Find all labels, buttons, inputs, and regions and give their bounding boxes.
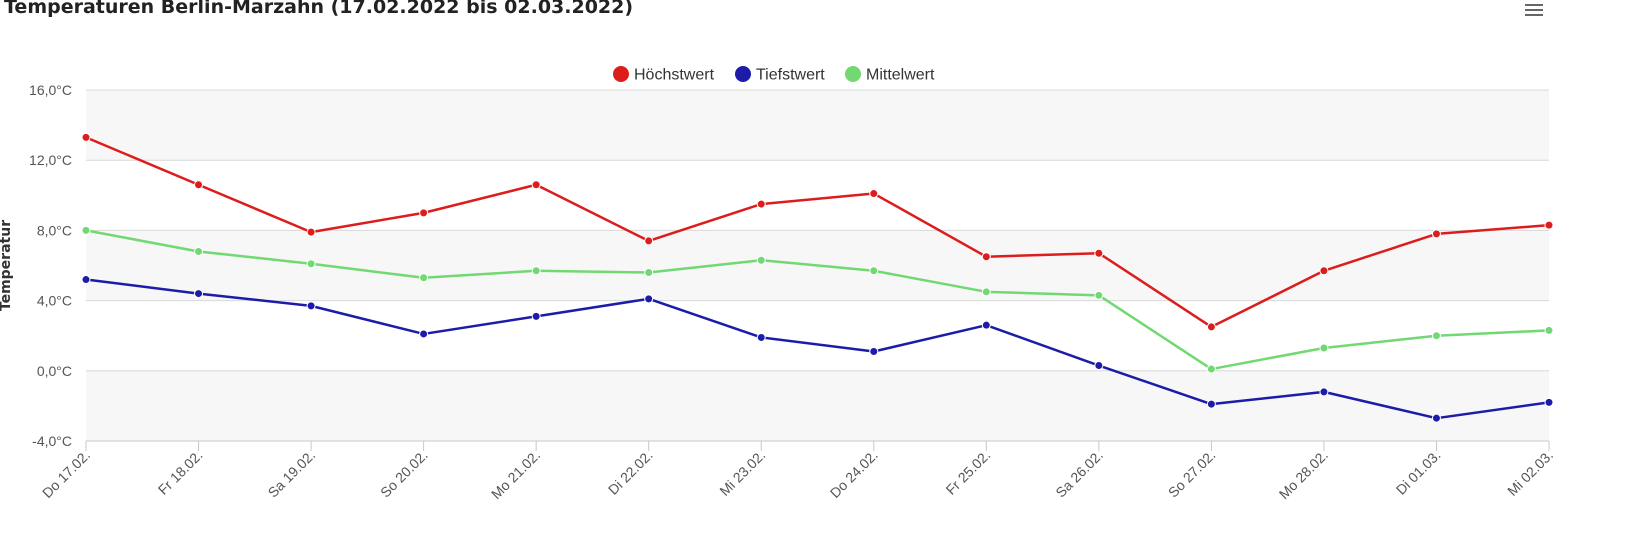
data-point xyxy=(306,259,316,269)
x-tick-label: Sa 26.02. xyxy=(1052,447,1106,501)
data-point xyxy=(1431,229,1441,239)
x-tick-label: Fr 25.02. xyxy=(942,447,993,498)
data-point xyxy=(1206,399,1216,409)
data-point xyxy=(531,266,541,276)
data-point xyxy=(1544,397,1554,407)
data-point xyxy=(756,255,766,265)
x-axis: Do 17.02. Fr 18.02. Sa 19.02. So 20.02. Mo 2… xyxy=(39,440,1556,502)
x-tick-label: So 20.02. xyxy=(377,447,431,501)
data-point xyxy=(644,236,654,246)
data-point xyxy=(1544,220,1554,230)
x-tick-label: Do 17.02. xyxy=(39,447,93,501)
data-point xyxy=(869,189,879,199)
x-tick-label: Sa 19.02. xyxy=(265,447,319,501)
y-axis-title: Temperatur xyxy=(0,220,14,311)
x-tick-label: Mo 28.02. xyxy=(1276,447,1331,502)
data-point xyxy=(81,225,91,235)
data-point xyxy=(81,275,91,285)
data-point xyxy=(1206,364,1216,374)
data-point xyxy=(1319,343,1329,353)
data-point xyxy=(1094,290,1104,300)
data-point xyxy=(194,289,204,299)
y-tick-label: 4,0°C xyxy=(37,293,72,309)
series-line xyxy=(84,229,1551,371)
legend-item[interactable]: Mittelwert xyxy=(845,66,935,84)
y-tick-label: 12,0°C xyxy=(29,152,72,168)
series-line xyxy=(84,136,1551,329)
x-tick-label: So 27.02. xyxy=(1165,447,1219,501)
legend-item[interactable]: Tiefstwert xyxy=(735,66,825,84)
data-point xyxy=(644,268,654,278)
data-point xyxy=(981,320,991,330)
data-point xyxy=(419,208,429,218)
x-tick-label: Di 01.03. xyxy=(1393,447,1444,498)
data-point xyxy=(1206,322,1216,332)
data-point xyxy=(531,311,541,321)
x-tick-label: Do 24.02. xyxy=(827,447,881,501)
data-point xyxy=(419,273,429,283)
y-tick-label: 0,0°C xyxy=(37,363,72,379)
series-lines xyxy=(81,132,1554,423)
y-tick-label: -4,0°C xyxy=(32,433,72,449)
data-point xyxy=(644,294,654,304)
data-point xyxy=(306,301,316,311)
series-line xyxy=(84,278,1551,420)
x-tick-label: Mo 21.02. xyxy=(488,447,543,502)
legend-item[interactable]: Höchstwert xyxy=(613,66,715,84)
series-Höchstwert xyxy=(81,132,1554,332)
plot-band xyxy=(86,90,1549,161)
data-point xyxy=(1319,266,1329,276)
data-point xyxy=(981,252,991,262)
data-point xyxy=(194,180,204,190)
y-axis: -4,0°C 0,0°C 4,0°C 8,0°C 12,0°C 16,0°C Tempera… xyxy=(0,82,72,449)
data-point xyxy=(869,346,879,356)
data-point xyxy=(1544,325,1554,335)
data-point xyxy=(1094,361,1104,371)
data-point xyxy=(81,132,91,142)
data-point xyxy=(194,246,204,256)
data-point xyxy=(1319,387,1329,397)
data-point xyxy=(981,287,991,297)
series-Mittelwert xyxy=(81,225,1554,374)
x-tick-label: Mi 02.03. xyxy=(1504,447,1556,499)
plot-band xyxy=(86,370,1549,441)
legend-marker xyxy=(613,66,629,82)
data-point xyxy=(756,332,766,342)
data-point xyxy=(531,180,541,190)
data-point xyxy=(869,266,879,276)
data-point xyxy=(306,227,316,237)
legend-marker xyxy=(735,66,751,82)
x-tick-label: Fr 18.02. xyxy=(155,447,206,498)
legend-label: Tiefstwert xyxy=(756,67,825,84)
legend-label: Höchstwert xyxy=(634,67,715,84)
data-point xyxy=(1431,413,1441,423)
y-tick-label: 8,0°C xyxy=(37,222,72,238)
x-tick-label: Mi 23.02. xyxy=(716,447,768,499)
legend: Höchstwert Tiefstwert Mittelwert xyxy=(613,66,935,84)
hamburger-menu-icon[interactable] xyxy=(1522,1,1546,21)
y-tick-label: 16,0°C xyxy=(29,82,72,98)
chart-title: Temperaturen Berlin-Marzahn (17.02.2022 … xyxy=(4,0,634,18)
x-tick-label: Di 22.02. xyxy=(605,447,656,498)
legend-marker xyxy=(845,66,861,82)
series-Tiefstwert xyxy=(81,275,1554,423)
data-point xyxy=(1431,331,1441,341)
data-point xyxy=(756,199,766,209)
legend-label: Mittelwert xyxy=(866,67,935,84)
data-point xyxy=(1094,248,1104,258)
data-point xyxy=(419,329,429,339)
